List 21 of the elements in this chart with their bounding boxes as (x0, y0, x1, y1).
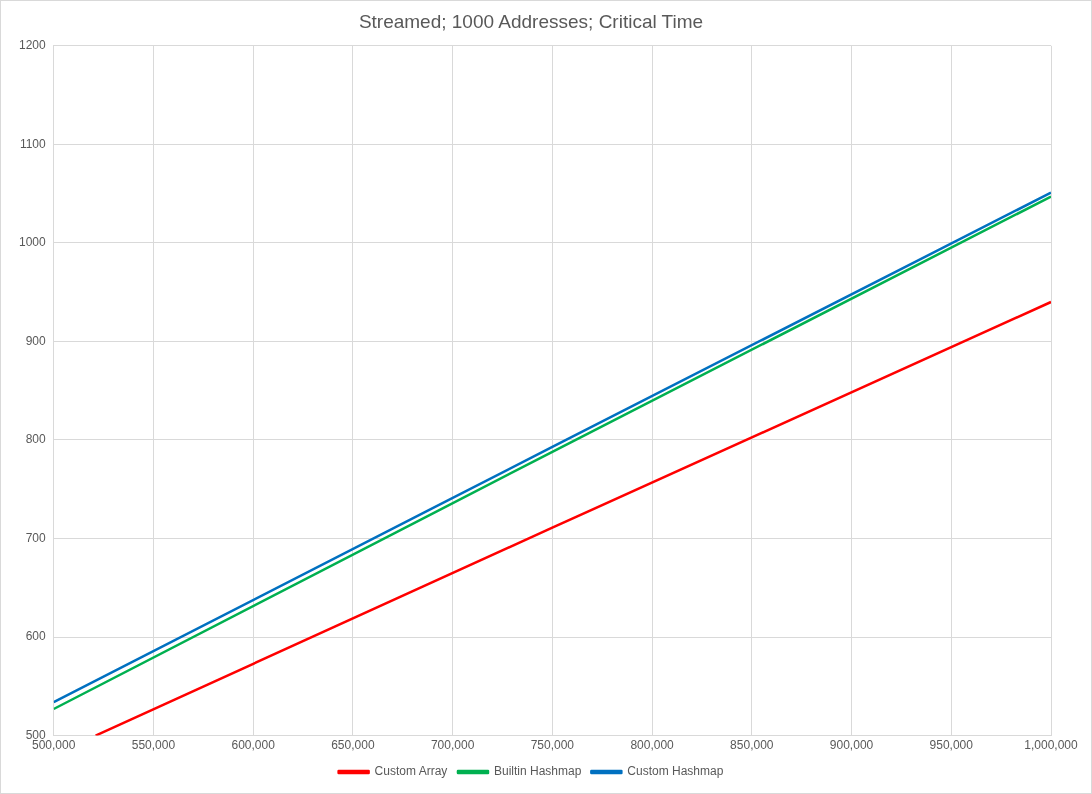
legend-label: Custom Array (374, 764, 448, 779)
x-tick-label: 700,000 (430, 738, 475, 753)
x-tick-label: 1,000,000 (1024, 738, 1079, 753)
y-tick-label: 900 (25, 333, 47, 348)
legend-label: Builtin Hashmap (493, 764, 582, 779)
x-tick-label: 950,000 (929, 738, 974, 753)
y-tick-label: 600 (25, 629, 47, 644)
x-tick-label: 650,000 (331, 738, 375, 753)
legend-label: Custom Hashmap (627, 764, 724, 779)
y-tick-label: 1000 (18, 235, 47, 250)
x-tick-label: 550,000 (131, 738, 176, 753)
y-tick-label: 1100 (19, 136, 47, 151)
y-tick-label: 700 (25, 530, 47, 545)
x-tick-label: 850,000 (730, 738, 774, 753)
y-tick-label: 800 (25, 432, 47, 447)
y-tick-label: 1200 (18, 38, 47, 53)
chart-title: Streamed; 1000 Addresses; Critical Time (358, 10, 704, 32)
x-tick-label: 600,000 (231, 738, 276, 753)
x-tick-label: 900,000 (829, 738, 874, 753)
x-tick-label: 800,000 (630, 738, 675, 753)
x-tick-label: 750,000 (530, 738, 575, 753)
